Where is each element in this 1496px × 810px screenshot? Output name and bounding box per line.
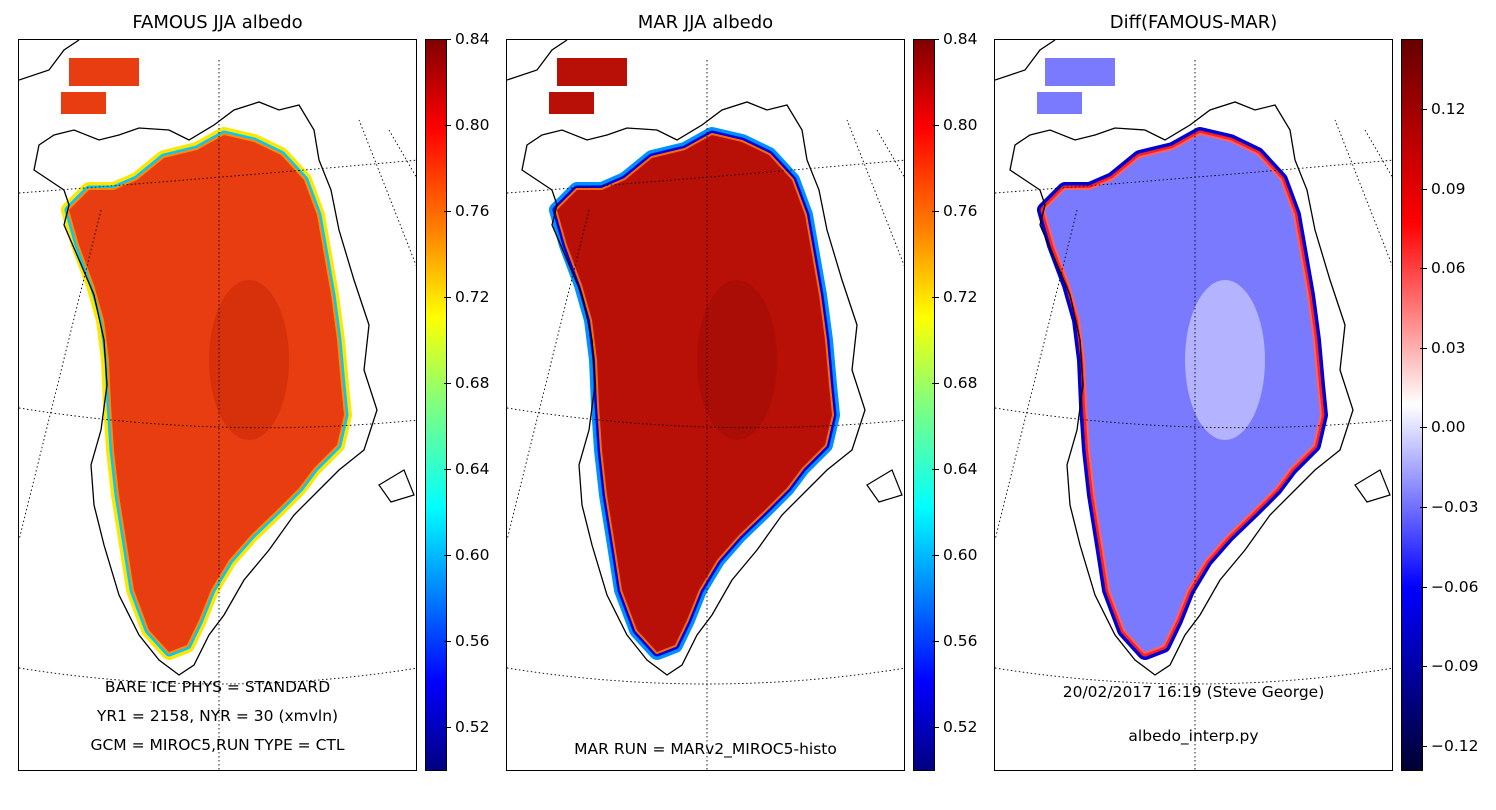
colorbar-mar <box>913 39 935 771</box>
map-canvas <box>19 40 416 770</box>
colorbar-tick-label: 0.52 <box>444 718 490 736</box>
ice-sheet-field <box>69 135 344 652</box>
panel-title-mar: MAR JJA albedo <box>637 12 774 33</box>
map-canvas <box>507 40 904 770</box>
map-canvas <box>995 40 1392 770</box>
colorbar-tick-label: 0.64 <box>444 460 490 478</box>
colorbar-tick-label: 0.03 <box>1420 338 1466 357</box>
colorbar-famous <box>425 39 447 771</box>
graticule-line <box>19 407 416 429</box>
coastline <box>521 101 866 676</box>
ice-sheet-field <box>1045 135 1320 652</box>
colorbar-tick-label: 0.64 <box>932 460 978 478</box>
ice-sheet-center <box>209 280 289 440</box>
graticule-line <box>19 667 416 685</box>
coastline-north <box>507 40 568 81</box>
colorbar-tick-label: 0.72 <box>444 288 490 306</box>
ice-cap-northwest <box>549 92 594 114</box>
colorbar-tick-label: 0.56 <box>444 632 490 650</box>
ice-cap-north <box>69 58 139 86</box>
colorbar-tick-label: 0.52 <box>932 718 978 736</box>
coastline-north <box>19 40 80 81</box>
map-famous: BARE ICE PHYS = STANDARD YR1 = 2158, NYR … <box>18 39 417 771</box>
graticule-line <box>1334 119 1392 267</box>
colorbar-tick-label: 0.09 <box>1420 179 1466 198</box>
colorbar-tick-label: −0.12 <box>1420 736 1479 755</box>
colorbar-tick-label: 0.76 <box>932 202 978 220</box>
graticule-line <box>19 209 102 541</box>
coastline <box>1009 101 1354 676</box>
graticule-line <box>995 667 1392 685</box>
panel-title-diff: Diff(FAMOUS-MAR) <box>1109 12 1278 33</box>
panel-title-famous: FAMOUS JJA albedo <box>132 12 303 33</box>
colorbar-tick-label: 0.12 <box>1420 100 1466 118</box>
graticule-line <box>507 667 904 685</box>
map-mar: MAR RUN = MARv2_MIROC5-histo <box>506 39 905 771</box>
coastline-north <box>995 40 1056 81</box>
graticule-line <box>507 209 590 541</box>
ice-cap-northwest <box>1037 92 1082 114</box>
colorbar-tick-label: 0.56 <box>932 632 978 650</box>
graticule-line <box>388 129 416 178</box>
map-annotation: albedo_interp.py <box>1128 727 1259 745</box>
ice-sheet-center <box>1185 280 1265 440</box>
map-diff: 20/02/2017 16:19 (Steve George) albedo_in… <box>994 39 1393 771</box>
colorbar-tick-label: 0.68 <box>932 374 978 392</box>
graticule-line <box>358 119 416 267</box>
map-annotation: BARE ICE PHYS = STANDARD <box>104 678 331 696</box>
ice-cap-north <box>1045 58 1115 86</box>
coastline <box>33 101 378 676</box>
colorbar-tick-label: −0.06 <box>1420 577 1479 596</box>
ice-sheet-field <box>557 135 832 652</box>
map-annotation: MAR RUN = MARv2_MIROC5-histo <box>574 740 837 758</box>
map-annotation: GCM = MIROC5,RUN TYPE = CTL <box>90 736 345 754</box>
colorbar-tick-label: 0.60 <box>444 546 490 564</box>
graticule-line <box>846 119 904 267</box>
colorbar-tick-label: 0.06 <box>1420 259 1466 278</box>
colorbar-tick-label: −0.03 <box>1420 498 1479 516</box>
ice-cap-north <box>557 58 627 86</box>
ice-cap-northwest <box>61 92 106 114</box>
graticule-line <box>876 129 904 178</box>
colorbar-tick-label: 0.72 <box>932 288 978 306</box>
coastline-iceland <box>866 469 903 503</box>
map-annotation: 20/02/2017 16:19 (Steve George) <box>1062 683 1325 701</box>
graticule-line <box>995 407 1392 429</box>
colorbar-tick-label: 0.84 <box>932 30 978 48</box>
colorbar-tick-label: 0.80 <box>444 116 490 134</box>
colorbar-tick-label: 0.76 <box>444 202 490 220</box>
graticule-line <box>507 407 904 429</box>
graticule-line <box>1364 129 1392 178</box>
colorbar-tick-label: 0.00 <box>1420 418 1466 437</box>
colorbar-tick-label: 0.60 <box>932 546 978 564</box>
colorbar-tick-label: 0.68 <box>444 374 490 392</box>
colorbar-diff <box>1401 39 1423 771</box>
colorbar-tick-label: 0.84 <box>444 30 490 48</box>
ice-sheet-center <box>697 280 777 440</box>
colorbar-tick-label: −0.09 <box>1420 657 1479 676</box>
coastline-iceland <box>1354 469 1391 503</box>
coastline-iceland <box>378 469 415 503</box>
map-annotation: YR1 = 2158, NYR = 30 (xmvln) <box>96 707 339 725</box>
colorbar-tick-label: 0.80 <box>932 116 978 134</box>
graticule-line <box>995 209 1078 541</box>
